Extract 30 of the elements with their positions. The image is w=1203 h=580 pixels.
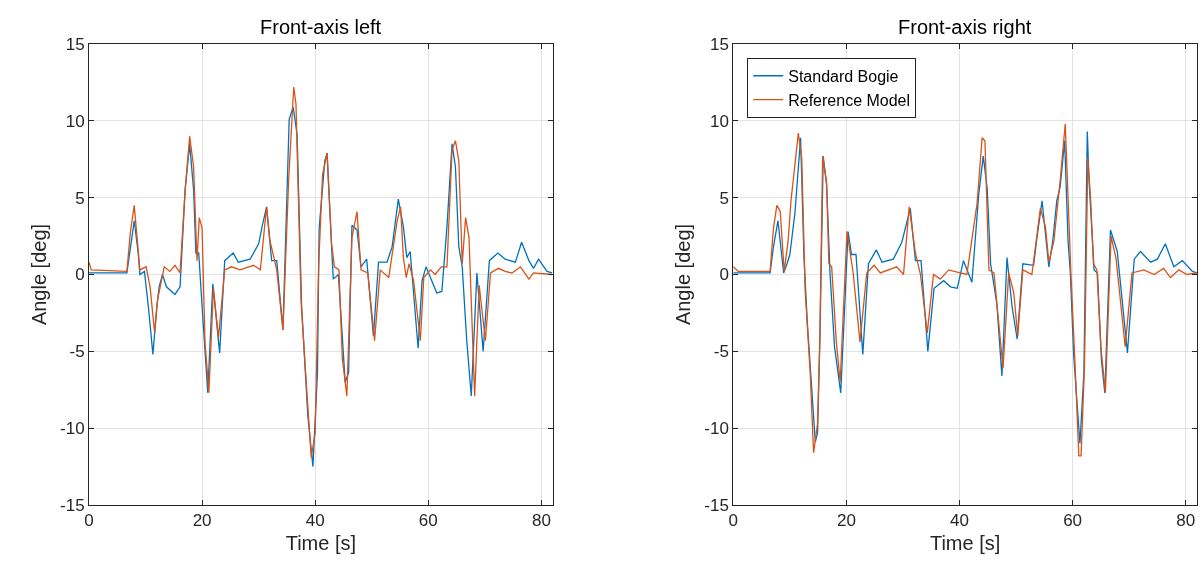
y-tick-label: 15 xyxy=(709,34,729,54)
y-tick-label: 15 xyxy=(65,34,85,54)
y-tick-label: 10 xyxy=(65,111,85,131)
y-tick-label: -5 xyxy=(69,342,85,362)
y-tick-label: -10 xyxy=(60,419,85,439)
legend-label: Reference Model xyxy=(788,91,911,109)
y-axis-title: Angle [deg] xyxy=(671,223,694,326)
legend-label: Standard Bogie xyxy=(788,67,899,85)
y-tick-label: -5 xyxy=(713,342,729,362)
y-tick-label: -10 xyxy=(704,419,729,439)
x-tick-label: 20 xyxy=(192,511,212,531)
y-tick-label: 0 xyxy=(719,265,729,285)
x-tick-label: 60 xyxy=(418,511,438,531)
x-tick-label: 60 xyxy=(1063,511,1083,531)
y-tick-label: 5 xyxy=(719,188,729,208)
x-tick-label: 80 xyxy=(1176,511,1196,531)
chart-title: Front-axis left xyxy=(260,16,382,38)
x-tick-label: 80 xyxy=(531,511,551,531)
chart-title: Front-axis right xyxy=(898,16,1032,38)
x-axis-title: Time [s] xyxy=(929,531,1001,554)
y-tick-label: -15 xyxy=(704,495,729,515)
x-tick-label: 40 xyxy=(950,511,969,531)
x-tick-label: 20 xyxy=(836,511,856,531)
y-tick-label: 0 xyxy=(75,265,85,285)
y-tick-label: 5 xyxy=(75,188,85,208)
y-axis-title: Angle [deg] xyxy=(27,223,50,326)
y-tick-label: 10 xyxy=(709,111,729,131)
y-tick-label: -15 xyxy=(60,495,85,515)
x-axis-title: Time [s] xyxy=(285,531,357,554)
x-tick-label: 40 xyxy=(305,511,325,531)
